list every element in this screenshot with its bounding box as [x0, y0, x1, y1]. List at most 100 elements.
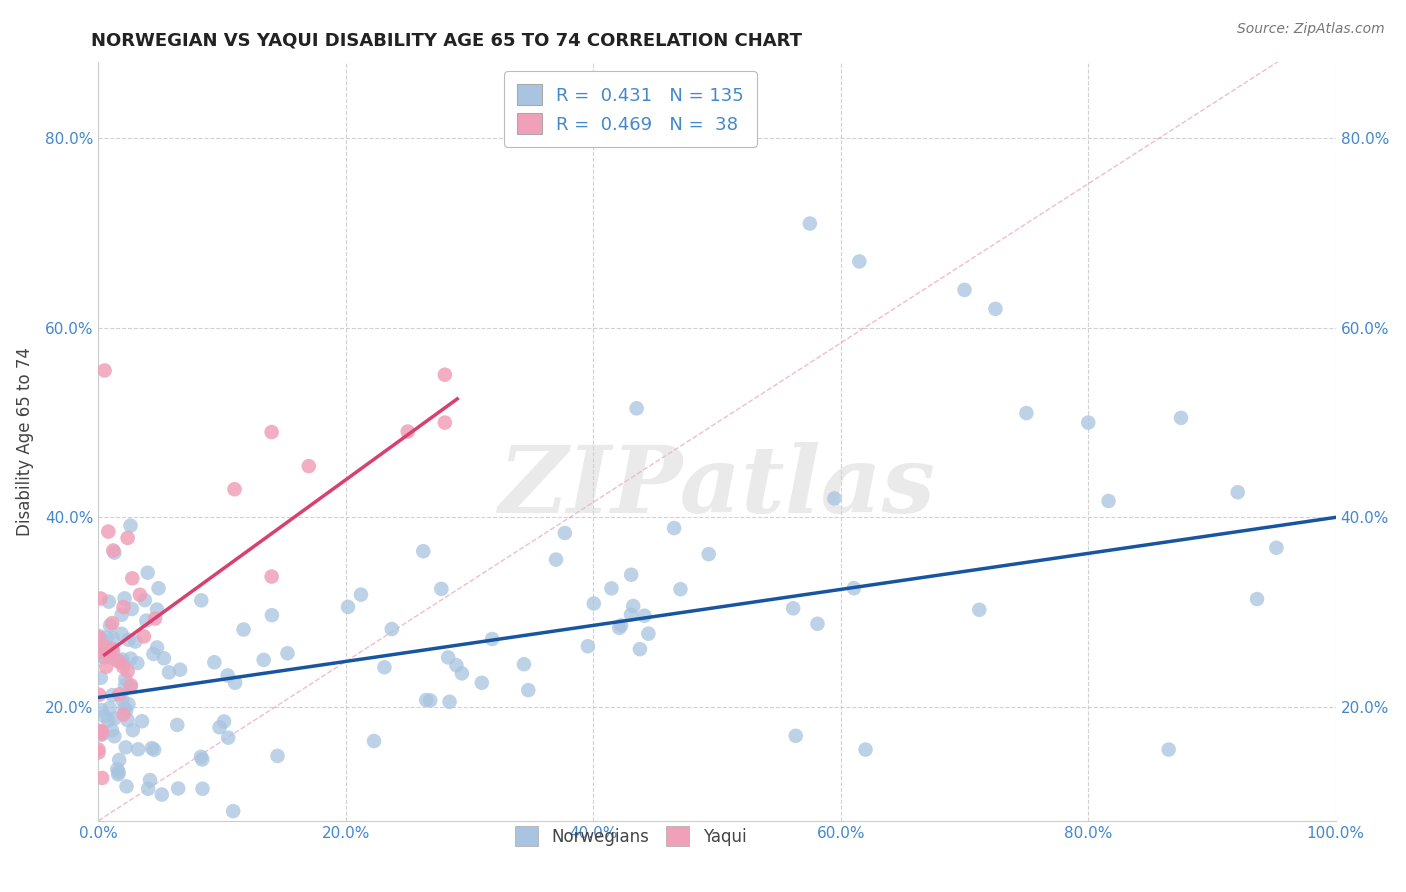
Point [439, 695, 461, 709]
Point [90, 724, 112, 739]
Point [107, 767, 129, 781]
Point [150, 788, 173, 802]
Point [107, 654, 129, 668]
Point [544, 552, 567, 566]
Point [121, 602, 143, 616]
Point [782, 601, 804, 615]
Point [120, 518, 142, 533]
Point [336, 599, 359, 614]
Point [90, 671, 112, 685]
Point [855, 742, 877, 756]
Text: ZIPatlas: ZIPatlas [499, 442, 935, 532]
Point [669, 582, 692, 597]
Point [350, 588, 373, 602]
Point [1097, 494, 1119, 508]
Point [169, 663, 191, 677]
Text: Source: ZipAtlas.com: Source: ZipAtlas.com [1237, 22, 1385, 37]
Point [146, 640, 169, 655]
Point [806, 616, 828, 631]
Point [112, 659, 135, 673]
Point [620, 567, 643, 582]
Point [90, 703, 112, 717]
Point [97, 594, 120, 608]
Text: NORWEGIAN VS YAQUI DISABILITY AGE 65 TO 74 CORRELATION CHART: NORWEGIAN VS YAQUI DISABILITY AGE 65 TO … [91, 31, 803, 49]
Point [114, 678, 136, 692]
Point [266, 748, 288, 763]
Point [143, 611, 166, 625]
Point [396, 425, 419, 439]
Point [134, 593, 156, 607]
Point [117, 713, 139, 727]
Point [110, 627, 132, 641]
Point [1170, 410, 1192, 425]
Point [799, 217, 821, 231]
Point [91, 726, 114, 740]
Point [471, 675, 494, 690]
Point [217, 668, 239, 682]
Point [607, 621, 630, 635]
Point [1265, 541, 1288, 555]
Point [224, 483, 246, 497]
Point [101, 632, 124, 646]
Point [96, 659, 118, 673]
Point [89, 646, 111, 660]
Point [91, 771, 114, 785]
Point [662, 521, 685, 535]
Point [120, 651, 142, 665]
Point [98, 701, 121, 715]
Point [153, 651, 176, 665]
Point [620, 607, 643, 622]
Point [90, 591, 112, 606]
Point [142, 647, 165, 661]
Point [446, 658, 468, 673]
Point [114, 591, 136, 606]
Point [517, 683, 540, 698]
Point [842, 581, 865, 595]
Point [117, 632, 139, 647]
Point [191, 752, 214, 766]
Point [117, 665, 139, 679]
Point [132, 629, 155, 643]
Point [430, 582, 453, 596]
Point [191, 781, 214, 796]
Point [135, 614, 157, 628]
Point [143, 743, 166, 757]
Point [412, 544, 434, 558]
Point [90, 726, 112, 740]
Point [127, 742, 149, 756]
Point [141, 741, 163, 756]
Point [276, 646, 298, 660]
Point [953, 283, 976, 297]
Point [87, 723, 110, 738]
Point [108, 687, 131, 701]
Point [419, 693, 441, 707]
Point [202, 655, 225, 669]
Point [93, 709, 115, 723]
Point [112, 657, 135, 671]
Point [114, 701, 136, 715]
Point [621, 599, 644, 613]
Point [190, 593, 212, 607]
Point [111, 607, 134, 622]
Point [190, 749, 212, 764]
Point [633, 608, 655, 623]
Point [100, 650, 122, 665]
Point [381, 622, 404, 636]
Point [697, 547, 720, 561]
Point [87, 746, 110, 760]
Point [103, 729, 125, 743]
Point [513, 657, 536, 672]
Point [97, 714, 120, 728]
Legend: Norwegians, Yaqui: Norwegians, Yaqui [506, 818, 755, 854]
Point [157, 665, 180, 680]
Point [93, 650, 115, 665]
Point [121, 571, 143, 585]
Point [120, 680, 142, 694]
Point [101, 688, 124, 702]
Point [108, 753, 131, 767]
Point [139, 772, 162, 787]
Point [90, 728, 112, 742]
Point [212, 714, 235, 729]
Y-axis label: Disability Age 65 to 74: Disability Age 65 to 74 [15, 347, 34, 536]
Point [1157, 742, 1180, 756]
